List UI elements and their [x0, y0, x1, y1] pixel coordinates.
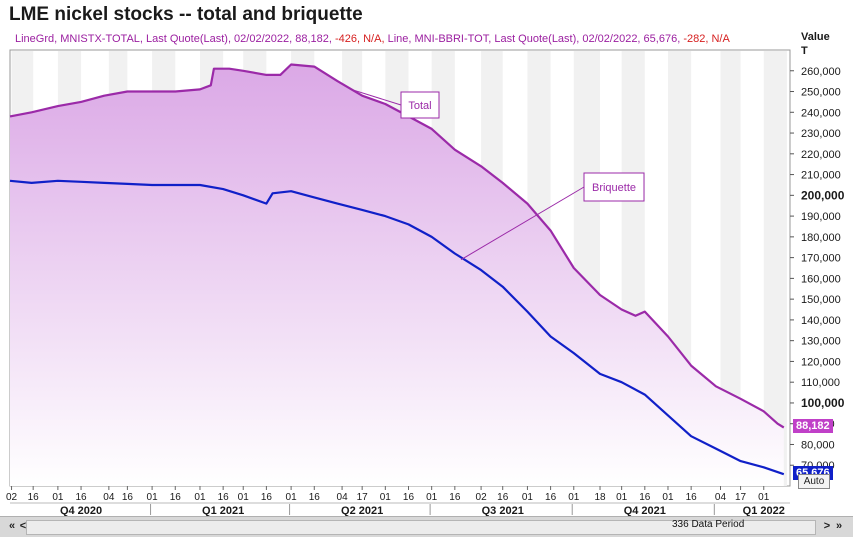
y-tick-label: 140,000: [801, 315, 841, 327]
scroll-bar: « < 336 Data Period > »: [0, 516, 853, 537]
y-axis-unit-line1: Value: [801, 31, 830, 43]
x-tick-label: 01: [522, 492, 534, 503]
total-area-fill: [10, 64, 784, 486]
x-tick-label: 17: [735, 492, 747, 503]
x-tick-label: 16: [309, 492, 321, 503]
last-value-total-badge: 88,182: [793, 419, 833, 434]
auto-scale-button[interactable]: Auto: [798, 474, 830, 489]
x-tick-label: 01: [194, 492, 206, 503]
y-axis-unit-line2: T: [801, 45, 808, 57]
quarter-label: Q1 2022: [743, 505, 785, 516]
x-tick-label: 16: [403, 492, 415, 503]
y-tick-label: 100,000: [801, 396, 845, 410]
series-line-briquette: [9, 179, 785, 476]
x-tick-label: 17: [357, 492, 369, 503]
x-tick-label: 02: [476, 492, 488, 503]
scroll-first-button[interactable]: «: [8, 520, 16, 532]
lines-layer: [9, 63, 785, 476]
quarter-label: Q2 2021: [341, 505, 383, 516]
x-tick-label: 02: [6, 492, 18, 503]
x-tick-label: 01: [426, 492, 438, 503]
x-tick-label: 01: [52, 492, 64, 503]
x-tick-label: 01: [286, 492, 298, 503]
annotation-briquette-box: [583, 172, 645, 202]
y-tick-label: 130,000: [801, 336, 841, 348]
plot-band: [720, 51, 741, 486]
quarter-label: Q4 2021: [624, 505, 666, 516]
quarter-label: Q1 2021: [202, 505, 244, 516]
x-tick-label: 04: [337, 492, 349, 503]
x-tick-label: 01: [758, 492, 770, 503]
y-tick-label: 220,000: [801, 149, 841, 161]
x-tick-label: 16: [218, 492, 230, 503]
scroll-prev-button[interactable]: <: [19, 520, 27, 532]
y-tick-label: 120,000: [801, 356, 841, 368]
legend-total-change: -426, N/A,: [334, 33, 385, 45]
y-axis-unit: Value T: [801, 30, 830, 58]
x-tick-label: 16: [497, 492, 509, 503]
annotation-total-leader: [351, 88, 402, 106]
x-tick-label: 16: [261, 492, 273, 503]
y-tick-label: 150,000: [801, 294, 841, 306]
y-tick-label: 170,000: [801, 253, 841, 265]
data-period-label: 336 Data Period: [672, 519, 745, 530]
x-tick-label: 16: [122, 492, 134, 503]
x-tick-label: 16: [170, 492, 182, 503]
legend-briquette: Line, MNI-BBRI-TOT, Last Quote(Last), 02…: [387, 33, 681, 45]
legend-briquette-change: -282, N/A: [683, 33, 730, 45]
x-tick-label: 01: [616, 492, 628, 503]
x-tick-label: 16: [28, 492, 40, 503]
annotation-briquette-leader: [460, 186, 585, 261]
y-tick-label: 230,000: [801, 128, 841, 140]
y-tick-label: 200,000: [801, 188, 845, 202]
annotation-total-label: Total: [408, 100, 431, 112]
y-tick-label: 250,000: [801, 87, 841, 99]
x-tick-label: 04: [103, 492, 115, 503]
scroll-track[interactable]: [26, 520, 816, 535]
quarter-label: Q3 2021: [482, 505, 524, 516]
legend-line: LineGrd, MNISTX-TOTAL, Last Quote(Last),…: [15, 33, 730, 45]
y-tick-label: 190,000: [801, 211, 841, 223]
x-tick-label: 01: [662, 492, 674, 503]
x-tick-label: 16: [545, 492, 557, 503]
plot-band: [763, 51, 787, 486]
y-axis: 70,00080,00090,000100,000110,000120,0001…: [790, 66, 845, 472]
chart-title: LME nickel stocks -- total and briquette: [9, 4, 363, 25]
scroll-next-button[interactable]: >: [823, 520, 831, 532]
x-tick-label: 04: [715, 492, 727, 503]
series-line-total: [9, 63, 785, 429]
annotation-briquette-label: Briquette: [592, 182, 636, 194]
y-tick-label: 180,000: [801, 232, 841, 244]
area-layer: [10, 64, 784, 486]
y-tick-label: 260,000: [801, 66, 841, 78]
x-tick-label: 01: [380, 492, 392, 503]
x-tick-label: 01: [147, 492, 159, 503]
annotation-total-box: [400, 91, 440, 119]
x-tick-label: 16: [639, 492, 651, 503]
x-tick-label: 01: [238, 492, 250, 503]
scroll-last-button[interactable]: »: [835, 520, 843, 532]
x-tick-label: 01: [568, 492, 580, 503]
quarter-label: Q4 2020: [60, 505, 102, 516]
y-tick-label: 80,000: [801, 439, 835, 451]
x-tick-label: 16: [75, 492, 87, 503]
annotations-layer: Total Briquette: [351, 88, 645, 261]
x-tick-label: 16: [449, 492, 461, 503]
x-tick-label: 16: [686, 492, 698, 503]
y-tick-label: 110,000: [801, 377, 840, 389]
x-tick-label: 18: [594, 492, 606, 503]
y-tick-label: 210,000: [801, 170, 841, 182]
x-axis: 02 16 01 16 04 16 01 16 01 16 01 16 01 16 04 17 01 16 01 16…: [6, 486, 790, 516]
y-tick-label: 240,000: [801, 107, 841, 119]
y-tick-label: 160,000: [801, 273, 841, 285]
legend-total: LineGrd, MNISTX-TOTAL, Last Quote(Last),…: [15, 33, 332, 45]
